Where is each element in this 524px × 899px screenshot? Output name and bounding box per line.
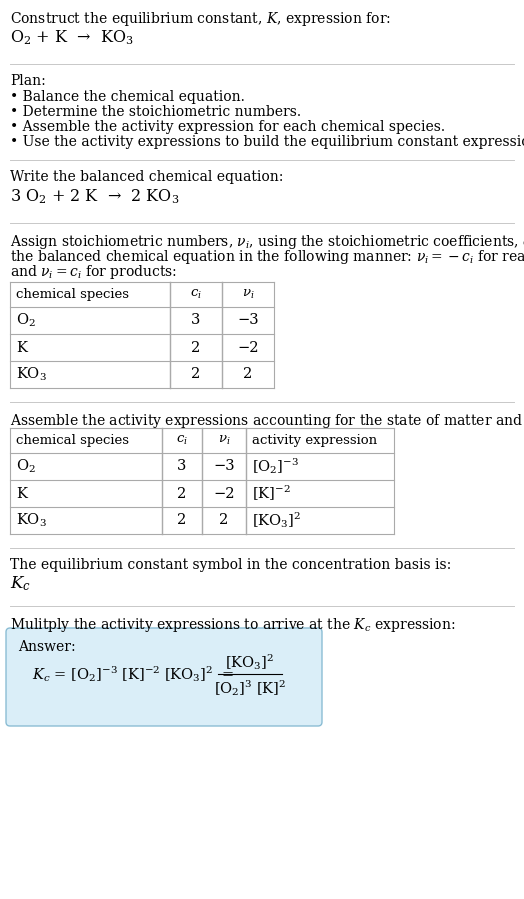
Text: $c_i$: $c_i$ [190, 288, 202, 301]
Text: O$_2$: O$_2$ [16, 458, 36, 476]
Text: KO$_3$: KO$_3$ [16, 512, 47, 530]
Text: Answer:: Answer: [18, 640, 75, 654]
Text: K: K [16, 341, 27, 354]
Text: O$_2$: O$_2$ [16, 312, 36, 329]
Text: Write the balanced chemical equation:: Write the balanced chemical equation: [10, 170, 283, 184]
Text: [K]$^{-2}$: [K]$^{-2}$ [252, 484, 291, 503]
Text: • Assemble the activity expression for each chemical species.: • Assemble the activity expression for e… [10, 120, 445, 134]
FancyBboxPatch shape [6, 628, 322, 726]
Text: −3: −3 [213, 459, 235, 474]
Text: 2: 2 [178, 513, 187, 528]
Text: 3: 3 [177, 459, 187, 474]
Bar [10, 282, 274, 388]
Text: $K_c$ = [O$_2$]$^{-3}$ [K]$^{-2}$ [KO$_3$]$^2$  =: $K_c$ = [O$_2$]$^{-3}$ [K]$^{-2}$ [KO$_3… [32, 664, 235, 684]
Text: • Determine the stoichiometric numbers.: • Determine the stoichiometric numbers. [10, 105, 301, 119]
Text: Construct the equilibrium constant, $K$, expression for:: Construct the equilibrium constant, $K$,… [10, 10, 391, 28]
Text: K: K [16, 486, 27, 501]
Text: [O$_2$]$^{-3}$: [O$_2$]$^{-3}$ [252, 457, 299, 476]
Text: • Balance the chemical equation.: • Balance the chemical equation. [10, 90, 245, 104]
Text: activity expression: activity expression [252, 434, 377, 447]
Text: −3: −3 [237, 314, 259, 327]
Text: [O$_2$]$^3$ [K]$^2$: [O$_2$]$^3$ [K]$^2$ [214, 678, 286, 698]
Text: 2: 2 [220, 513, 228, 528]
Text: Mulitply the activity expressions to arrive at the $K_c$ expression:: Mulitply the activity expressions to arr… [10, 616, 455, 634]
Text: −2: −2 [237, 341, 259, 354]
Text: 2: 2 [191, 368, 201, 381]
Text: and $\nu_i = c_i$ for products:: and $\nu_i = c_i$ for products: [10, 263, 177, 281]
Text: 3 O$_2$ + 2 K  →  2 KO$_3$: 3 O$_2$ + 2 K → 2 KO$_3$ [10, 187, 179, 206]
Text: Plan:: Plan: [10, 74, 46, 88]
Text: −2: −2 [213, 486, 235, 501]
Text: 2: 2 [178, 486, 187, 501]
Text: chemical species: chemical species [16, 434, 129, 447]
Bar [10, 428, 394, 534]
Text: The equilibrium constant symbol in the concentration basis is:: The equilibrium constant symbol in the c… [10, 558, 451, 572]
Text: • Use the activity expressions to build the equilibrium constant expression.: • Use the activity expressions to build … [10, 135, 524, 149]
Text: $c_i$: $c_i$ [176, 434, 188, 447]
Text: Assign stoichiometric numbers, $\nu_i$, using the stoichiometric coefficients, $: Assign stoichiometric numbers, $\nu_i$, … [10, 233, 524, 251]
Text: 2: 2 [243, 368, 253, 381]
Text: [KO$_3$]$^2$: [KO$_3$]$^2$ [252, 511, 301, 530]
Text: chemical species: chemical species [16, 288, 129, 301]
Text: [KO$_3$]$^2$: [KO$_3$]$^2$ [225, 652, 275, 672]
Text: 3: 3 [191, 314, 201, 327]
Text: Assemble the activity expressions accounting for the state of matter and $\nu_i$: Assemble the activity expressions accoun… [10, 412, 524, 430]
Text: the balanced chemical equation in the following manner: $\nu_i = -c_i$ for react: the balanced chemical equation in the fo… [10, 248, 524, 266]
Text: $\nu_i$: $\nu_i$ [218, 434, 230, 447]
Text: 2: 2 [191, 341, 201, 354]
Text: KO$_3$: KO$_3$ [16, 366, 47, 383]
Text: $K_c$: $K_c$ [10, 574, 31, 592]
Text: $\mathrm{O_2}$ + K  →  KO$_3$: $\mathrm{O_2}$ + K → KO$_3$ [10, 28, 134, 47]
Text: $\nu_i$: $\nu_i$ [242, 288, 254, 301]
